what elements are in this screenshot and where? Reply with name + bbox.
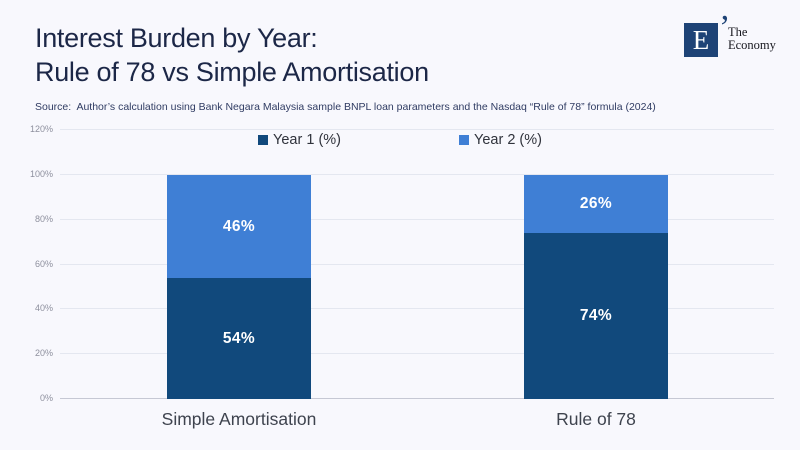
- y-tick-label: 100%: [29, 169, 53, 179]
- bar-segment: 54%: [167, 278, 311, 399]
- bar-segment: 74%: [524, 233, 668, 399]
- category-label: Rule of 78: [556, 409, 636, 429]
- legend-swatch-icon: [459, 135, 469, 145]
- logo-letter: E: [692, 24, 710, 55]
- gridline: [60, 353, 774, 354]
- bar-segment: 46%: [167, 175, 311, 278]
- source-note: Source: Author’s calculation using Bank …: [35, 101, 656, 113]
- plot-area: 0% 20% 40% 60% 80% 100% 120% 54% 46% 74% 26%: [30, 124, 774, 403]
- y-tick-label: 40%: [34, 303, 53, 313]
- gridline: [60, 174, 774, 175]
- legend-entry: Year 2 (%): [459, 132, 542, 148]
- bar-segment: 26%: [524, 175, 668, 233]
- y-tick-label: 120%: [29, 124, 53, 134]
- bar-value-label: 54%: [222, 329, 256, 347]
- bar-value-label: 26%: [579, 195, 613, 212]
- category-label: Simple Amortisation: [161, 409, 317, 429]
- y-tick-label: 80%: [34, 214, 53, 224]
- gridline: [60, 308, 774, 309]
- logo-e-mark: E: [684, 23, 718, 57]
- bar-value-label: 46%: [222, 217, 256, 235]
- title-line-1: Interest Burden by Year:: [35, 23, 318, 53]
- bar-value-label: 74%: [579, 307, 613, 324]
- y-tick-label: 60%: [34, 259, 53, 269]
- gridline: [60, 219, 774, 220]
- gridline: [60, 129, 774, 130]
- logo-wordmark: The Economy: [728, 26, 776, 52]
- legend: Year 1 (%) Year 2 (%): [0, 132, 800, 148]
- legend-swatch-icon: [258, 135, 269, 145]
- logo-quote-icon: ’: [719, 9, 731, 46]
- page-title: Interest Burden by Year: Rule of 78 vs S…: [35, 21, 429, 89]
- gridline: [60, 264, 774, 265]
- logo-word-the: The: [728, 25, 748, 39]
- legend-entry: Year 1 (%): [258, 132, 341, 148]
- y-tick-label: 20%: [34, 348, 53, 358]
- y-tick-label: 0%: [39, 393, 53, 403]
- x-axis-line: [60, 398, 774, 399]
- title-line-2: Rule of 78 vs Simple Amortisation: [35, 57, 429, 87]
- category-axis: Simple Amortisation Rule of 78: [0, 409, 800, 435]
- legend-label: Year 2 (%): [474, 132, 542, 148]
- logo-word-economy: Economy: [728, 38, 776, 52]
- the-economy-logo: E The Economy: [684, 23, 776, 57]
- legend-label: Year 1 (%): [273, 132, 341, 148]
